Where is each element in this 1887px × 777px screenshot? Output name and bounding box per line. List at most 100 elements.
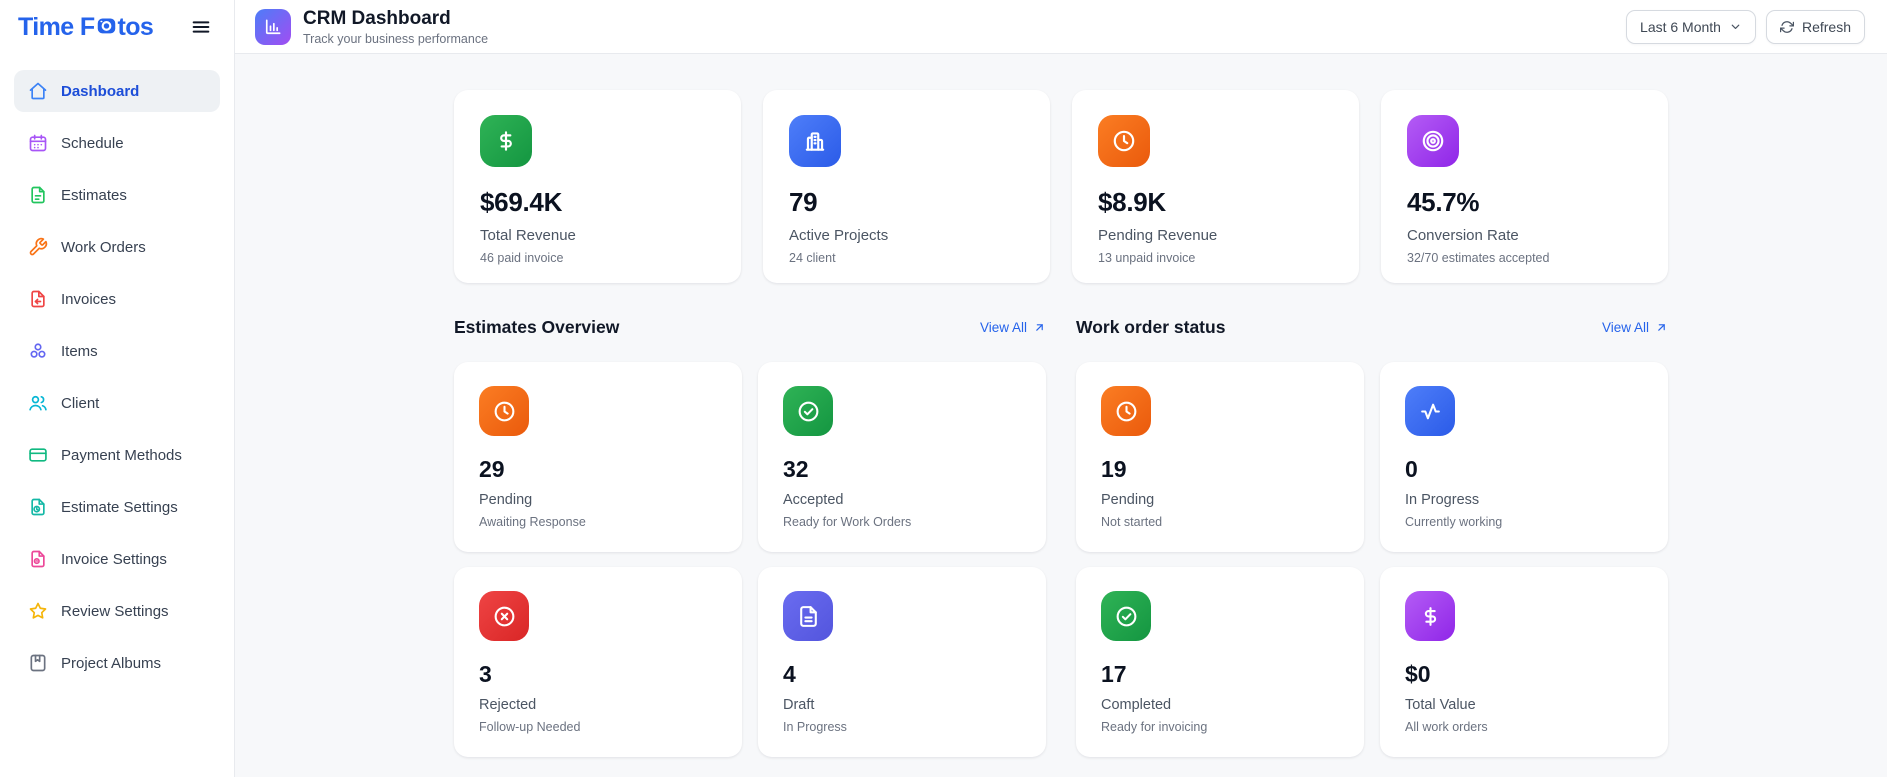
sidebar-header: Time F tos bbox=[0, 0, 234, 54]
invoice-icon bbox=[28, 289, 48, 309]
estimate-card-accepted: 32 Accepted Ready for Work Orders bbox=[758, 362, 1046, 552]
sidebar-item-work-orders[interactable]: Work Orders bbox=[14, 226, 220, 268]
workorder-card-completed: 17 Completed Ready for invoicing bbox=[1076, 567, 1364, 757]
card-value: $0 bbox=[1405, 661, 1431, 687]
sidebar-item-label: Dashboard bbox=[61, 82, 140, 100]
stat-value: 79 bbox=[789, 187, 818, 217]
estimate-card-draft: 4 Draft In Progress bbox=[758, 567, 1046, 757]
items-cluster-icon bbox=[28, 341, 48, 361]
sidebar-item-project-albums[interactable]: Project Albums bbox=[14, 642, 220, 684]
period-select[interactable]: Last 6 Month bbox=[1626, 9, 1756, 44]
sidebar-item-estimate-settings[interactable]: Estimate Settings bbox=[14, 486, 220, 528]
stat-card-conversion-rate: 45.7% Conversion Rate 32/70 estimates ac… bbox=[1381, 90, 1668, 283]
menu-icon[interactable] bbox=[188, 14, 214, 40]
stat-sub: 24 client bbox=[789, 251, 836, 265]
card-sub: In Progress bbox=[783, 720, 847, 734]
card-value: 4 bbox=[783, 661, 796, 687]
workorder-card-in-progress: 0 In Progress Currently working bbox=[1380, 362, 1668, 552]
sidebar-item-label: Invoices bbox=[61, 290, 117, 308]
workorder-card-total-value: $0 Total Value All work orders bbox=[1380, 567, 1668, 757]
sidebar-item-label: Invoice Settings bbox=[61, 550, 167, 568]
sidebar-item-label: Project Albums bbox=[61, 654, 162, 672]
refresh-icon bbox=[1779, 20, 1794, 33]
sidebar-item-dashboard[interactable]: Dashboard bbox=[14, 70, 220, 112]
dollar-icon bbox=[1405, 591, 1455, 641]
sidebar-item-payment-methods[interactable]: Payment Methods bbox=[14, 434, 220, 476]
view-all-label: View All bbox=[1601, 320, 1649, 335]
bar-chart-icon bbox=[255, 8, 291, 45]
sidebar-item-items[interactable]: Items bbox=[14, 330, 220, 372]
period-select-value: Last 6 Month bbox=[1640, 18, 1721, 35]
check-circle-icon bbox=[783, 386, 833, 436]
sidebar-item-invoice-settings[interactable]: Invoice Settings bbox=[14, 538, 220, 580]
check-circle-icon bbox=[1101, 591, 1151, 641]
view-all-estimates-link[interactable]: View All bbox=[980, 320, 1046, 335]
arrow-up-right-icon bbox=[1036, 324, 1043, 331]
sidebar-item-invoices[interactable]: Invoices bbox=[14, 278, 220, 320]
sidebar-item-review-settings[interactable]: Review Settings bbox=[14, 590, 220, 632]
stat-label: Pending Revenue bbox=[1098, 227, 1218, 244]
card-sub: Currently working bbox=[1405, 515, 1503, 529]
clock-icon bbox=[479, 386, 529, 436]
stat-card-pending-revenue: $8.9K Pending Revenue 13 unpaid invoice bbox=[1072, 90, 1359, 283]
camera-icon bbox=[95, 12, 118, 43]
chevron-down-icon bbox=[1731, 24, 1740, 29]
document-icon bbox=[28, 185, 48, 205]
card-label: Pending bbox=[479, 492, 533, 508]
card-label: In Progress bbox=[1405, 492, 1480, 508]
section-title: Estimates Overview bbox=[454, 317, 620, 337]
card-value: 17 bbox=[1101, 661, 1127, 687]
page-subtitle: Track your business performance bbox=[303, 31, 489, 46]
refresh-label: Refresh bbox=[1801, 18, 1851, 35]
sidebar-nav: Dashboard Schedule Estimates Work Orders… bbox=[0, 54, 234, 710]
sidebar-item-label: Estimate Settings bbox=[61, 498, 178, 516]
card-sub: Ready for invoicing bbox=[1101, 720, 1208, 734]
app-logo: Time F tos bbox=[18, 12, 154, 43]
sidebar-item-label: Items bbox=[61, 342, 98, 360]
clock-icon bbox=[1098, 115, 1150, 167]
page-header: CRM Dashboard Track your business perfor… bbox=[235, 0, 1887, 54]
card-value: 32 bbox=[783, 456, 809, 482]
wrench-icon bbox=[28, 237, 48, 257]
header-text: CRM Dashboard Track your business perfor… bbox=[303, 8, 488, 46]
stat-sub: 13 unpaid invoice bbox=[1098, 251, 1196, 265]
sidebar-item-label: Review Settings bbox=[61, 602, 169, 620]
card-sub: Ready for Work Orders bbox=[783, 515, 912, 529]
section-title: Work order status bbox=[1076, 317, 1226, 337]
stats-row: $69.4K Total Revenue 46 paid invoice 79 … bbox=[454, 90, 1668, 283]
logo-text-right: tos bbox=[117, 12, 154, 41]
file-icon bbox=[783, 591, 833, 641]
sidebar-item-label: Payment Methods bbox=[61, 446, 182, 464]
card-label: Accepted bbox=[783, 492, 844, 508]
sidebar-item-estimates[interactable]: Estimates bbox=[14, 174, 220, 216]
stat-sub: 32/70 estimates accepted bbox=[1407, 251, 1550, 265]
card-value: 29 bbox=[479, 456, 505, 482]
activity-icon bbox=[1405, 386, 1455, 436]
sidebar-item-schedule[interactable]: Schedule bbox=[14, 122, 220, 164]
card-label: Pending bbox=[1101, 492, 1155, 508]
x-circle-icon bbox=[479, 591, 529, 641]
content-column: CRM Dashboard Track your business perfor… bbox=[235, 0, 1887, 777]
users-icon bbox=[28, 393, 48, 413]
credit-card-icon bbox=[28, 445, 48, 465]
stat-label: Conversion Rate bbox=[1407, 227, 1519, 244]
header-actions: Last 6 Month Refresh bbox=[1626, 9, 1865, 44]
calendar-icon bbox=[28, 133, 48, 153]
clock-icon bbox=[1101, 386, 1151, 436]
page-title: CRM Dashboard bbox=[303, 7, 451, 29]
stat-value: 45.7% bbox=[1407, 187, 1480, 217]
card-sub: Not started bbox=[1101, 515, 1163, 529]
arrow-up-right-icon bbox=[1658, 324, 1665, 331]
stat-card-active-projects: 79 Active Projects 24 client bbox=[763, 90, 1050, 283]
sidebar-item-label: Estimates bbox=[61, 186, 127, 204]
work-order-status-section: Work order status View All 19 Pending bbox=[1076, 317, 1668, 757]
card-label: Total Value bbox=[1405, 697, 1476, 713]
refresh-button[interactable]: Refresh bbox=[1765, 9, 1865, 44]
document-clock-icon bbox=[28, 497, 48, 517]
sidebar-item-label: Schedule bbox=[61, 134, 124, 152]
album-icon bbox=[28, 653, 48, 673]
sidebar-item-client[interactable]: Client bbox=[14, 382, 220, 424]
view-all-work-orders-link[interactable]: View All bbox=[1602, 320, 1668, 335]
card-label: Draft bbox=[783, 697, 815, 713]
